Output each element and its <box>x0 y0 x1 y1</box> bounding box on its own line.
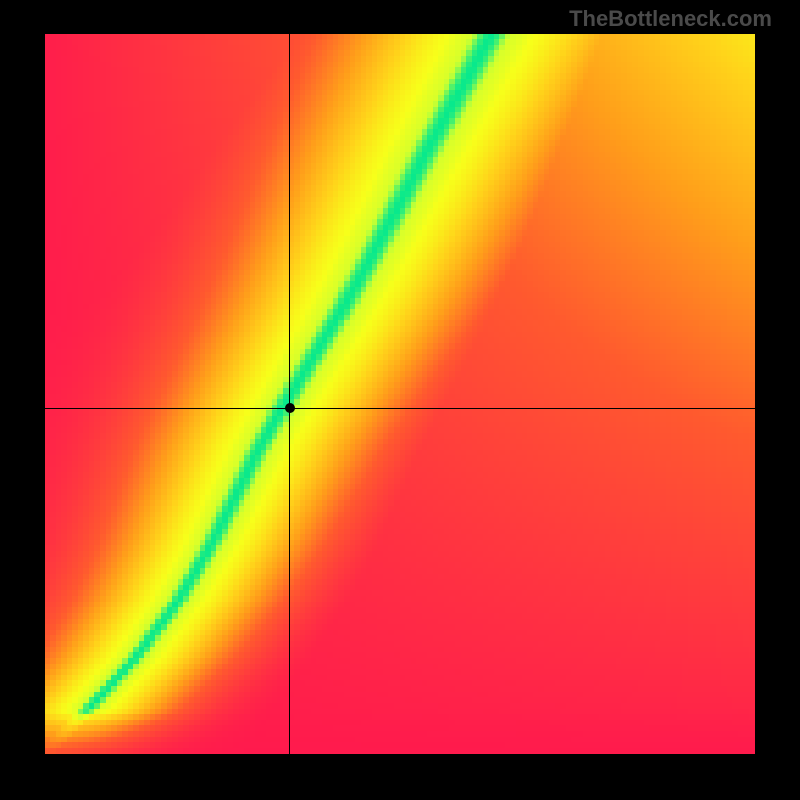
watermark-text: TheBottleneck.com <box>569 6 772 32</box>
crosshair-marker <box>285 403 295 413</box>
heatmap-canvas <box>45 34 755 754</box>
crosshair-vertical <box>289 34 290 754</box>
crosshair-horizontal <box>45 408 755 409</box>
figure-root: TheBottleneck.com <box>0 0 800 800</box>
heatmap-plot <box>45 34 755 754</box>
